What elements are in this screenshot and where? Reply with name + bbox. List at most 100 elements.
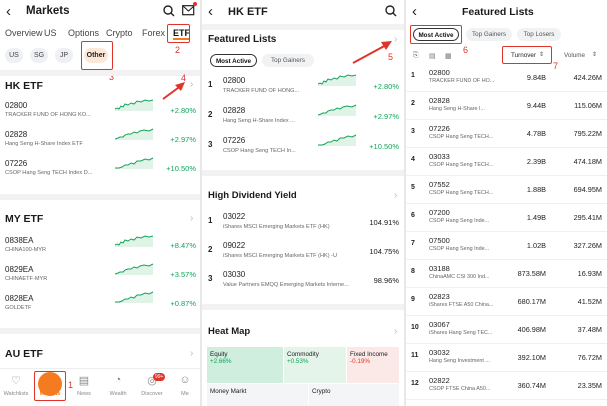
etf-code: 07226 (223, 136, 246, 145)
dividend-yield: 104.91% (369, 218, 399, 227)
etf-name: CSOP FTSE China A50... (429, 386, 491, 392)
chevron-right-icon[interactable]: › (190, 213, 194, 224)
nav-watchlists[interactable]: Watchlists (3, 391, 29, 397)
etf-name: CSOP Hang Seng TECH... (429, 134, 494, 140)
turnover-value: 2.39B (526, 157, 546, 166)
chip-top-gainers[interactable]: Top Gainers (466, 28, 512, 41)
section-title-my-etf[interactable]: MY ETF (5, 213, 44, 225)
mail-icon[interactable] (182, 5, 195, 16)
annotation-label: 2 (175, 45, 181, 55)
watchlist-icon[interactable]: ♡ (11, 375, 21, 387)
sparkline-chart (115, 128, 154, 140)
chevron-right-icon[interactable]: › (394, 34, 398, 45)
row-divider (406, 203, 607, 204)
etf-code: 02828 (429, 96, 450, 105)
rank: 10 (411, 324, 419, 331)
sort-icon[interactable]: ⇕ (539, 52, 545, 58)
tab-etf[interactable]: ETF (173, 28, 190, 40)
etf-code: 03022 (223, 212, 246, 221)
annotation-box (34, 371, 66, 401)
etf-name: Value Partners EMQQ Emerging Markets Int… (223, 282, 349, 288)
row-divider (406, 315, 607, 316)
nav-me[interactable]: Me (181, 391, 189, 397)
row-divider (406, 287, 607, 288)
news-icon[interactable]: ▤ (78, 375, 90, 387)
list-view-icon[interactable]: ▤ (429, 53, 436, 60)
annotation-label: 3 (109, 72, 115, 82)
chip-top-gainers[interactable]: Top Gainers (262, 54, 314, 67)
chevron-right-icon[interactable]: › (190, 79, 194, 90)
row-divider (406, 371, 607, 372)
rank: 2 (411, 100, 415, 107)
tab-crypto[interactable]: Crypto (106, 28, 133, 38)
subtab-sg[interactable]: SG (30, 48, 48, 63)
volume-value: 115.06M (574, 101, 602, 110)
annotation-label: 4 (181, 73, 187, 83)
etf-code: 07226 (5, 159, 28, 168)
chevron-right-icon[interactable]: › (190, 348, 194, 359)
chevron-right-icon[interactable]: › (394, 190, 398, 201)
grid-view-icon[interactable]: ▦ (445, 53, 452, 60)
nav-wealth[interactable]: Wealth (109, 391, 127, 397)
high-dividend-title[interactable]: High Dividend Yield (208, 190, 297, 201)
etf-change: +0.87% (170, 299, 196, 308)
section-title-au-etf[interactable]: AU ETF (5, 348, 43, 360)
tab-us[interactable]: US (44, 28, 57, 38)
rank: 12 (411, 380, 419, 387)
sparkline-chart (115, 157, 154, 169)
tab-options[interactable]: Options (68, 28, 100, 38)
row-divider (406, 259, 607, 260)
sparkline-chart (318, 134, 357, 146)
row-divider (406, 399, 607, 400)
etf-name: CSOP Hang Seng TECH In... (223, 148, 296, 154)
chevron-right-icon[interactable]: › (394, 326, 398, 337)
discover-icon[interactable]: ◎ (147, 375, 157, 387)
search-icon[interactable] (163, 5, 175, 17)
discover-badge: 99+ (153, 373, 166, 381)
etf-code: 02828 (223, 106, 246, 115)
rank: 2 (208, 110, 213, 119)
wealth-icon[interactable]: ◔ (114, 374, 122, 386)
etf-change: +3.57% (170, 270, 196, 279)
heatmap-tile-crypto[interactable]: Crypto (309, 384, 399, 406)
back-icon[interactable]: ‹ (6, 3, 11, 20)
nav-markets[interactable]: Markets (39, 391, 61, 397)
volume-value: 41.52M (577, 297, 602, 306)
back-icon[interactable]: ‹ (412, 3, 417, 20)
divider (202, 24, 404, 30)
nav-discover[interactable]: Discover (141, 391, 163, 397)
subtab-us[interactable]: US (5, 48, 23, 63)
etf-code: 03033 (429, 152, 450, 161)
divider (202, 170, 404, 176)
annotation-box (81, 41, 113, 70)
heatmap-change: +2.66% (210, 358, 232, 365)
nav-news[interactable]: News (77, 391, 91, 397)
heatmap-tile-fixed-income[interactable]: Fixed Income -0.19% (347, 347, 399, 383)
sort-icon[interactable]: ⇕ (592, 52, 598, 58)
sparkline-chart (115, 291, 154, 303)
column-turnover[interactable]: Turnover (511, 52, 536, 59)
heatmap-tile-equity[interactable]: Equity +2.66% (207, 347, 283, 383)
column-volume[interactable]: Volume (564, 52, 586, 59)
markets-icon[interactable] (38, 372, 62, 396)
tab-overview[interactable]: Overview (5, 28, 43, 38)
back-icon[interactable]: ‹ (208, 3, 213, 20)
chip-top-losers[interactable]: Top Losers (517, 28, 561, 41)
subtab-jp[interactable]: JP (55, 48, 73, 63)
heat-map-title[interactable]: Heat Map (208, 326, 251, 337)
etf-code: 02800 (223, 76, 246, 85)
featured-lists-title[interactable]: Featured Lists (208, 34, 277, 45)
edit-icon[interactable]: ⎘ (413, 52, 419, 59)
section-title-hk-etf[interactable]: HK ETF (5, 80, 43, 92)
chip-most-active[interactable]: Most Active (413, 28, 459, 41)
subtab-other[interactable]: Other (84, 48, 108, 63)
annotation-arrow (162, 82, 185, 100)
profile-icon[interactable]: ☺ (179, 374, 191, 386)
rank: 8 (411, 268, 415, 275)
heatmap-tile-money-market[interactable]: Money Markt (207, 384, 308, 406)
heatmap-tile-commodity[interactable]: Commodity +0.53% (284, 347, 346, 383)
chip-most-active[interactable]: Most Active (210, 54, 257, 67)
rank: 11 (411, 352, 419, 359)
tab-forex[interactable]: Forex (142, 28, 166, 38)
search-icon[interactable] (385, 5, 397, 17)
